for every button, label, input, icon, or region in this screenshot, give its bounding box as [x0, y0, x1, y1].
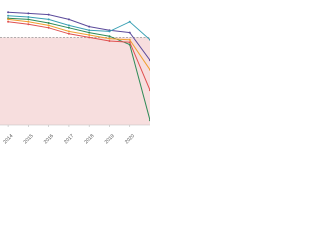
point: [47, 24, 50, 27]
point: [27, 23, 30, 26]
series-line: [8, 11, 151, 61]
point: [7, 20, 10, 23]
x-tick-label: 2015: [23, 133, 35, 145]
point: [108, 35, 111, 38]
threshold-region: [0, 37, 150, 125]
point: [7, 11, 10, 14]
point: [67, 30, 70, 33]
point: [27, 18, 30, 21]
point: [128, 38, 131, 41]
point: [47, 13, 50, 16]
point: [108, 30, 111, 33]
point: [7, 18, 10, 21]
point: [88, 29, 91, 32]
point: [7, 14, 10, 17]
point: [128, 31, 131, 34]
point: [27, 20, 30, 23]
point: [47, 22, 50, 24]
point: [128, 20, 131, 23]
point: [88, 34, 91, 36]
point: [67, 26, 70, 29]
series-line: [8, 17, 151, 121]
point: [108, 40, 111, 42]
chart: 2014 2015 2016 2017 2018 2019 2020: [0, 11, 151, 145]
point: [27, 12, 30, 15]
series-line: [8, 15, 151, 41]
point: [88, 31, 91, 34]
point: [47, 26, 50, 29]
x-tick-label: 2017: [63, 133, 75, 145]
x-tick-label: 2019: [104, 133, 116, 145]
point: [67, 24, 70, 27]
point: [47, 18, 50, 21]
x-tick-label: 2018: [83, 133, 95, 145]
point: [27, 16, 30, 18]
point: [67, 18, 70, 21]
series-line: [8, 18, 151, 71]
point: [108, 37, 111, 40]
x-tick-label: 2016: [43, 133, 55, 145]
point: [128, 41, 131, 44]
point: [67, 32, 70, 35]
x-tick-label: 2020: [124, 133, 136, 145]
point: [88, 36, 91, 39]
x-tick-label: 2014: [2, 133, 14, 145]
series-line: [8, 21, 151, 91]
point: [88, 25, 91, 28]
